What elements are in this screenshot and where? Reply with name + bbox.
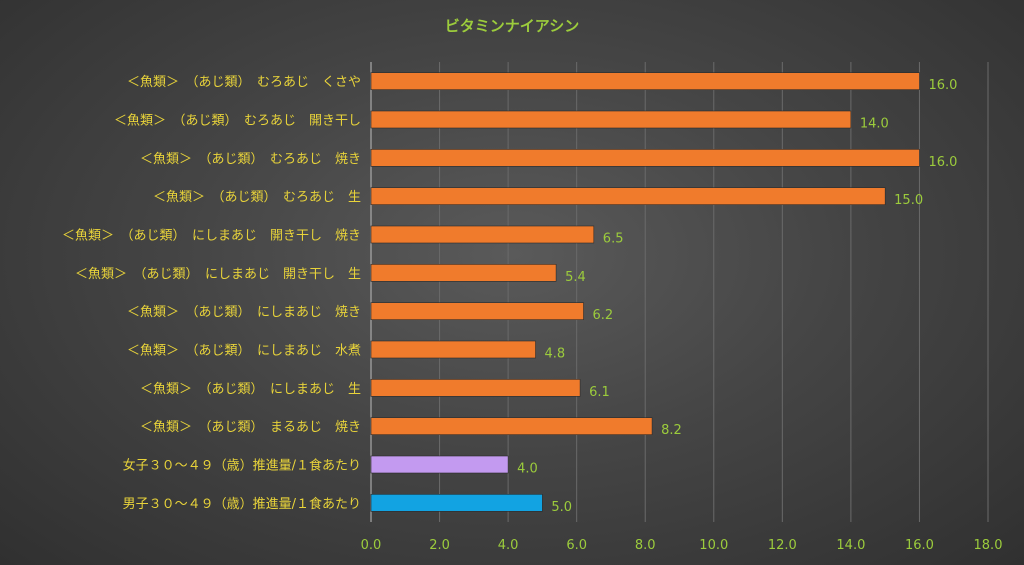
x-tick-label: 12.0 xyxy=(768,538,797,553)
data-label: 15.0 xyxy=(894,193,923,208)
chart-title: ビタミンナイアシン xyxy=(445,17,579,35)
x-tick-label: 8.0 xyxy=(635,538,656,553)
x-tick-label: 14.0 xyxy=(836,538,865,553)
category-label: ＜魚類＞ （あじ類） にしまあじ 水煮 xyxy=(127,344,361,359)
data-label: 5.0 xyxy=(551,500,572,515)
bar xyxy=(370,340,536,359)
category-label: ＜魚類＞ （あじ類） にしまあじ 生 xyxy=(140,382,361,397)
bar xyxy=(370,149,920,167)
x-tick-label: 6.0 xyxy=(566,538,587,553)
bar xyxy=(370,72,920,90)
bar xyxy=(370,110,852,129)
data-label: 16.0 xyxy=(928,78,957,93)
x-tick-label: 10.0 xyxy=(699,538,728,553)
category-label: ＜魚類＞ （あじ類） まるあじ 焼き xyxy=(140,420,361,435)
bar xyxy=(370,417,653,435)
data-label: 14.0 xyxy=(860,117,889,132)
bar xyxy=(370,187,886,205)
data-label: 4.0 xyxy=(517,462,538,477)
x-tick-label: 16.0 xyxy=(905,538,934,553)
x-tick-label: 4.0 xyxy=(498,538,519,553)
x-tick-label: 2.0 xyxy=(429,538,450,553)
category-label: ＜魚類＞ （あじ類） にしまあじ 開き干し 生 xyxy=(75,267,361,282)
data-label: 4.8 xyxy=(545,347,566,362)
bar xyxy=(370,455,509,474)
category-label: ＜魚類＞ （あじ類） にしまあじ 開き干し 焼き xyxy=(62,229,361,244)
x-tick-label: 18.0 xyxy=(974,538,1003,553)
data-label: 8.2 xyxy=(661,423,682,438)
x-tick-label: 0.0 xyxy=(361,538,382,553)
bar xyxy=(370,302,584,320)
category-label: ＜魚類＞ （あじ類） むろあじ くさや xyxy=(127,75,361,90)
category-label: ＜魚類＞ （あじ類） むろあじ 焼き xyxy=(140,152,361,167)
data-label: 6.5 xyxy=(603,232,624,247)
data-label: 6.2 xyxy=(593,308,614,323)
category-label: 男子３０～４９（歳）推進量/１食あたり xyxy=(123,496,361,512)
category-label: ＜魚類＞ （あじ類） にしまあじ 焼き xyxy=(127,305,361,320)
bar xyxy=(370,494,543,512)
gridlines xyxy=(370,62,989,522)
bar xyxy=(370,225,595,244)
category-label: ＜魚類＞ （あじ類） むろあじ 開き干し xyxy=(114,114,361,129)
bar xyxy=(370,264,557,282)
bar xyxy=(370,379,581,397)
labels: 0.0 2.0 4.0 6.0 8.0 10.0 12.0 14.0 16.0 18.0 ＜魚類＞ … xyxy=(62,75,1002,553)
data-label: 16.0 xyxy=(928,155,957,170)
bars xyxy=(370,72,920,512)
category-label: 女子３０～４９（歳）推進量/１食あたり xyxy=(123,458,361,474)
category-label: ＜魚類＞ （あじ類） むろあじ 生 xyxy=(153,190,361,205)
data-label: 5.4 xyxy=(565,270,586,285)
data-label: 6.1 xyxy=(589,385,610,400)
